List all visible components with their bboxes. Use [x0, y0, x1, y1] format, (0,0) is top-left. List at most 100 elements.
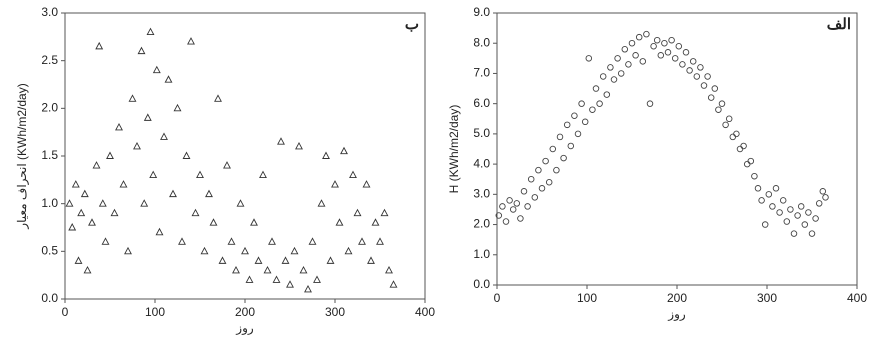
y-tick-label: 8.0 [473, 35, 490, 49]
point [787, 206, 794, 213]
x-axis-label: روز [667, 307, 686, 321]
point [178, 237, 186, 245]
point [668, 36, 675, 44]
point [98, 199, 107, 207]
point [133, 142, 141, 150]
point [385, 265, 393, 274]
point [513, 200, 521, 207]
point [553, 166, 560, 174]
point [797, 203, 805, 210]
y-tick-label: 9.0 [473, 5, 490, 19]
point [277, 137, 285, 145]
point [614, 55, 621, 62]
point [567, 142, 575, 150]
y-tick-label: 1.5 [41, 148, 58, 162]
point [77, 208, 86, 217]
x-tick-label: 0 [62, 305, 69, 319]
y-tick-label: 6.0 [473, 96, 490, 110]
point [68, 223, 77, 231]
point [751, 172, 758, 180]
point [128, 94, 137, 102]
point [671, 55, 679, 62]
point [317, 199, 326, 207]
point [106, 151, 114, 159]
y-tick-label: 2.0 [473, 217, 490, 231]
point [607, 64, 614, 71]
point [335, 218, 344, 226]
point [115, 122, 123, 131]
chart: 0.0 1.0 2.0 3.0 4.0 5.0 6.0 7.0 8.0 9.0 0 100 200 300… [447, 5, 867, 321]
point [218, 256, 227, 264]
point [71, 180, 80, 188]
y-tick-label: 4.0 [473, 156, 490, 170]
point [549, 145, 557, 153]
point [313, 275, 321, 283]
y-tick-label: 0.5 [41, 244, 58, 258]
point [527, 175, 535, 183]
point [187, 37, 195, 45]
point [143, 113, 152, 121]
point [661, 39, 668, 47]
point [223, 161, 231, 169]
point [646, 100, 654, 107]
point [635, 33, 643, 41]
point [535, 166, 542, 174]
point [621, 46, 629, 53]
point [733, 130, 740, 138]
point [545, 178, 553, 186]
point [95, 41, 104, 50]
point [603, 91, 611, 98]
point [196, 170, 204, 179]
point [743, 160, 751, 168]
point [592, 85, 600, 92]
x-tick-label: 100 [145, 305, 165, 319]
point [643, 30, 650, 38]
y-tick-label: 1.0 [41, 196, 58, 210]
point [754, 185, 762, 192]
point [124, 246, 132, 255]
point [632, 52, 639, 59]
point [362, 180, 371, 188]
point [389, 280, 398, 288]
point [808, 230, 816, 237]
point [801, 221, 809, 228]
point [88, 218, 96, 226]
point [715, 106, 722, 113]
plot-frame [496, 12, 858, 286]
point [495, 212, 503, 219]
point [664, 49, 672, 56]
point [101, 237, 110, 245]
point [520, 188, 528, 195]
point [169, 189, 177, 198]
point [232, 265, 240, 274]
point [531, 194, 539, 201]
point [700, 82, 708, 89]
point [736, 145, 744, 153]
point [349, 170, 357, 179]
x-tick-label: 0 [494, 291, 501, 305]
y-tick-label: 0.0 [41, 291, 58, 305]
y-tick-label: 5.0 [473, 126, 490, 140]
point [610, 76, 618, 83]
point [563, 121, 571, 129]
point [140, 199, 149, 207]
point [815, 200, 823, 207]
point [290, 246, 299, 255]
point [367, 256, 375, 264]
x-tick-label: 200 [667, 291, 687, 305]
point [268, 237, 276, 245]
point [653, 36, 661, 44]
y-tick-label: 7.0 [473, 66, 490, 80]
point [322, 151, 330, 159]
point [628, 39, 636, 47]
point [675, 42, 683, 50]
y-tick-label: 3.0 [41, 5, 58, 19]
point [819, 188, 827, 195]
plot-frame [64, 12, 426, 300]
y-tick-label: 3.0 [473, 187, 490, 201]
point [286, 280, 294, 288]
point [502, 218, 510, 225]
chart: 0.0 0.5 1.0 1.5 2.0 2.5 3.0 0 100 200 300 400 روز انح… [15, 5, 435, 335]
x-tick-label: 100 [577, 291, 597, 305]
y-axis-label: انحراف معیار (KWh/m2/day) [15, 83, 29, 229]
